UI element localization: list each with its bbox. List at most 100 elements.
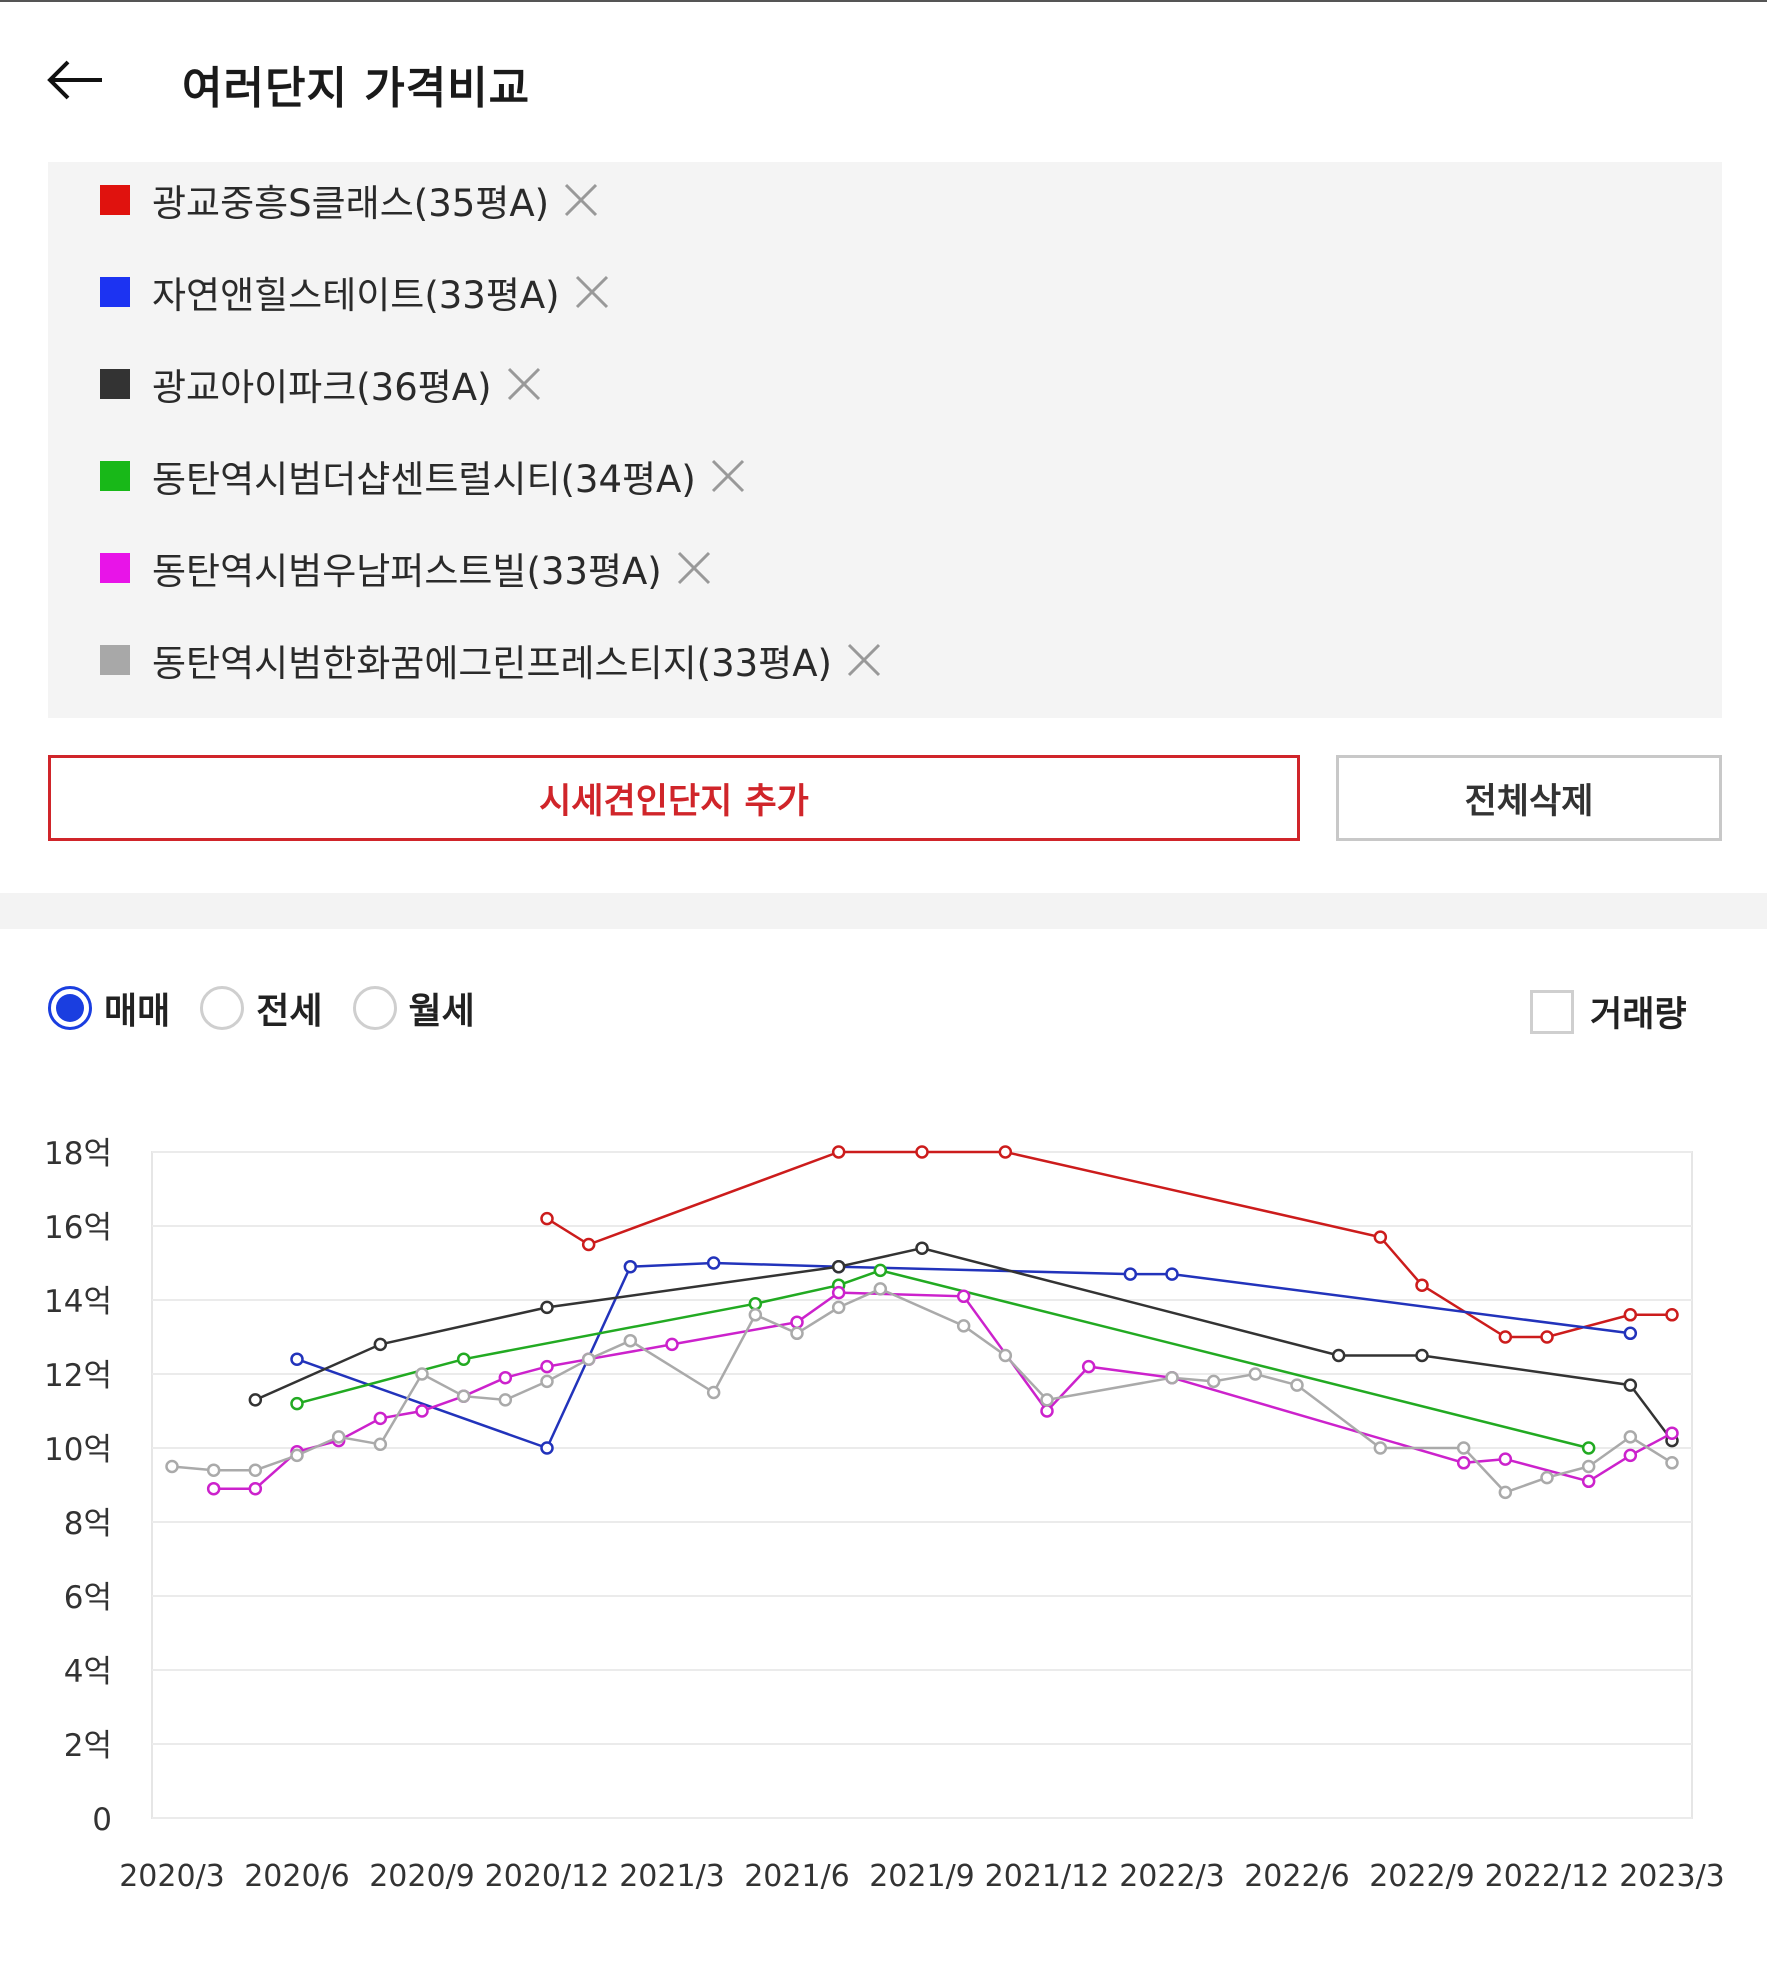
volume-toggle[interactable]: 거래량 <box>1530 986 1687 1037</box>
x-tick-label: 2023/3 <box>1619 1859 1725 1894</box>
y-tick-label: 18억 <box>44 1136 112 1172</box>
radio-monthly-rent[interactable]: 월세 <box>352 982 475 1034</box>
section-divider <box>0 893 1767 929</box>
page-title: 여러단지 가격비교 <box>182 63 531 114</box>
data-point <box>290 1396 304 1411</box>
data-point <box>831 1145 846 1159</box>
trade-type-selector: 매매 전세 월세 <box>48 980 505 1036</box>
remove-icon[interactable] <box>674 548 714 588</box>
x-tick-label: 2022/12 <box>1485 1859 1610 1894</box>
data-point <box>1498 1485 1513 1500</box>
legend-label: 광교중흥S클래스(35평A) <box>152 182 550 225</box>
top-border <box>0 0 1767 2</box>
data-point <box>498 1393 513 1407</box>
data-point <box>1081 1359 1096 1374</box>
data-point <box>1540 1470 1554 1485</box>
data-point <box>1373 1441 1388 1455</box>
back-button[interactable] <box>44 48 108 112</box>
data-point <box>248 1481 263 1496</box>
x-tick-label: 2020/9 <box>369 1859 475 1894</box>
data-point <box>1040 1393 1054 1407</box>
radio-button[interactable] <box>200 986 245 1030</box>
data-point <box>873 1263 888 1278</box>
price-comparison-chart: 0 2억 4억 6억 8억 10억 12억 14억 16억 18억 2020/3 2020/6 2020… <box>44 1136 1725 1894</box>
data-point <box>498 1370 513 1385</box>
remove-icon[interactable] <box>572 272 612 312</box>
remove-icon[interactable] <box>844 640 884 680</box>
data-point <box>540 1374 554 1389</box>
data-point <box>790 1326 804 1341</box>
legend-item: 동탄역시범더샵센트럴시티(34평A) <box>100 446 748 506</box>
data-point <box>1498 1330 1513 1344</box>
data-point <box>1415 1278 1429 1292</box>
data-point <box>1206 1374 1221 1389</box>
remove-icon[interactable] <box>708 456 748 496</box>
data-point <box>1581 1474 1596 1489</box>
y-tick-label: 16억 <box>44 1210 112 1246</box>
radio-button[interactable] <box>48 986 92 1030</box>
y-tick-label: 14억 <box>44 1284 112 1320</box>
data-point <box>1456 1441 1471 1455</box>
radio-label: 매매 <box>104 991 171 1032</box>
x-tick-label: 2022/3 <box>1119 1859 1225 1894</box>
data-point <box>248 1463 263 1477</box>
radio-label: 전세 <box>256 991 323 1032</box>
radio-jeonse[interactable]: 전세 <box>200 982 323 1034</box>
legend-label: 자연앤힐스테이트(33평A) <box>152 274 560 317</box>
data-point <box>1415 1348 1429 1363</box>
data-point <box>290 1352 304 1366</box>
data-point <box>1290 1378 1304 1392</box>
y-tick-label: 6억 <box>64 1580 112 1616</box>
data-point <box>248 1393 263 1407</box>
data-point <box>831 1259 846 1274</box>
data-point <box>373 1437 388 1452</box>
legend-item: 동탄역시범한화꿈에그린프레스티지(33평A) <box>100 630 884 690</box>
remove-icon[interactable] <box>504 364 544 404</box>
data-point <box>1331 1348 1346 1363</box>
y-tick-label: 0 <box>92 1802 112 1838</box>
x-tick-label: 2020/3 <box>119 1859 225 1894</box>
data-point <box>1623 1326 1638 1341</box>
data-point <box>831 1285 846 1300</box>
data-point <box>1623 1448 1638 1463</box>
y-tick-label: 12억 <box>44 1358 112 1394</box>
data-point <box>1165 1370 1179 1385</box>
data-point <box>1498 1452 1513 1466</box>
legend-item: 자연앤힐스테이트(33평A) <box>100 262 612 322</box>
data-point <box>1665 1308 1679 1322</box>
data-point <box>1165 1267 1179 1281</box>
legend-label: 광교아이파크(36평A) <box>152 366 492 409</box>
data-point <box>1623 1378 1638 1392</box>
data-point <box>915 1145 929 1159</box>
legend-label: 동탄역시범한화꿈에그린프레스티지(33평A) <box>152 642 832 685</box>
x-tick-label: 2020/12 <box>485 1859 610 1894</box>
data-point <box>873 1282 888 1296</box>
data-point <box>456 1389 471 1403</box>
data-point <box>456 1352 471 1366</box>
color-swatch <box>100 369 130 399</box>
x-tick-label: 2020/6 <box>244 1859 350 1894</box>
data-point <box>540 1300 554 1315</box>
data-point <box>748 1296 763 1311</box>
series-line <box>296 1269 1590 1450</box>
data-point <box>165 1459 179 1474</box>
data-point <box>1540 1330 1554 1344</box>
color-swatch <box>100 461 130 491</box>
data-point <box>581 1352 596 1366</box>
data-point <box>623 1333 638 1348</box>
clear-all-button[interactable]: 전체삭제 <box>1336 755 1722 841</box>
volume-checkbox[interactable] <box>1530 989 1574 1034</box>
radio-button[interactable] <box>352 986 397 1030</box>
legend-label: 동탄역시범더샵센트럴시티(34평A) <box>152 458 696 501</box>
legend-item: 동탄역시범우남퍼스트빌(33평A) <box>100 538 714 598</box>
radio-sale[interactable]: 매매 <box>48 982 170 1034</box>
add-leading-complex-button[interactable]: 시세견인단지 추가 <box>48 755 1300 841</box>
legend-label: 동탄역시범우남퍼스트빌(33평A) <box>152 550 662 593</box>
data-point <box>1248 1367 1263 1381</box>
data-point <box>790 1315 804 1329</box>
back-arrow-icon <box>47 60 102 100</box>
remove-icon[interactable] <box>561 180 601 220</box>
y-tick-label: 10억 <box>44 1432 112 1468</box>
data-point <box>331 1430 346 1444</box>
data-point <box>373 1411 388 1426</box>
